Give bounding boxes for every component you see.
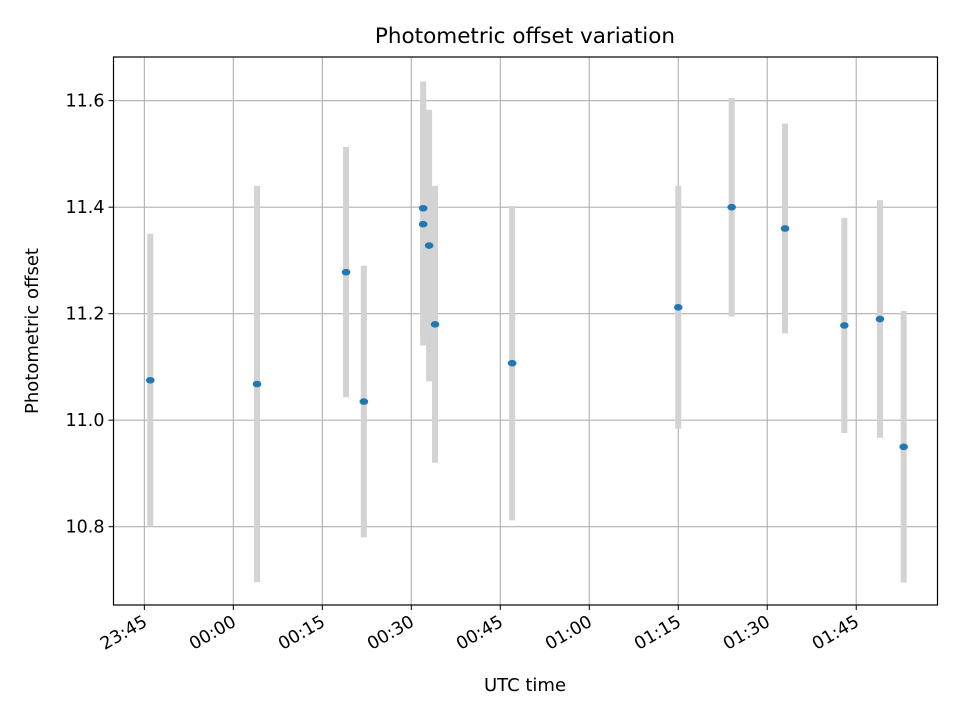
grid bbox=[113, 57, 938, 605]
y-axis: 10.8 11.0 11.2 11.4 11.6 bbox=[66, 92, 114, 538]
y-tick-label: 11.4 bbox=[66, 198, 105, 218]
data-point bbox=[424, 242, 434, 249]
data-point bbox=[145, 376, 155, 384]
data-point bbox=[899, 443, 908, 451]
y-tick-label: 11.0 bbox=[66, 411, 105, 431]
data-point bbox=[840, 322, 849, 329]
data-point bbox=[780, 225, 790, 232]
data-point bbox=[875, 315, 885, 323]
data-point bbox=[418, 204, 428, 212]
data-point bbox=[673, 304, 683, 311]
data-point bbox=[359, 398, 369, 405]
data-point bbox=[252, 380, 262, 388]
data-point bbox=[430, 321, 440, 328]
data-point bbox=[341, 268, 351, 276]
data-point bbox=[727, 203, 736, 211]
x-axis-title: UTC time bbox=[484, 675, 566, 696]
chart-title: Photometric offset variation bbox=[375, 24, 675, 49]
y-tick-label: 11.2 bbox=[66, 305, 105, 325]
data-point bbox=[418, 220, 428, 228]
y-tick-label: 10.8 bbox=[66, 518, 105, 538]
data-points bbox=[145, 203, 908, 451]
y-axis-title: Photometric offset bbox=[22, 248, 43, 414]
y-tick-label: 11.6 bbox=[66, 92, 105, 112]
plot-frame bbox=[112, 56, 939, 606]
data-point bbox=[507, 359, 517, 367]
